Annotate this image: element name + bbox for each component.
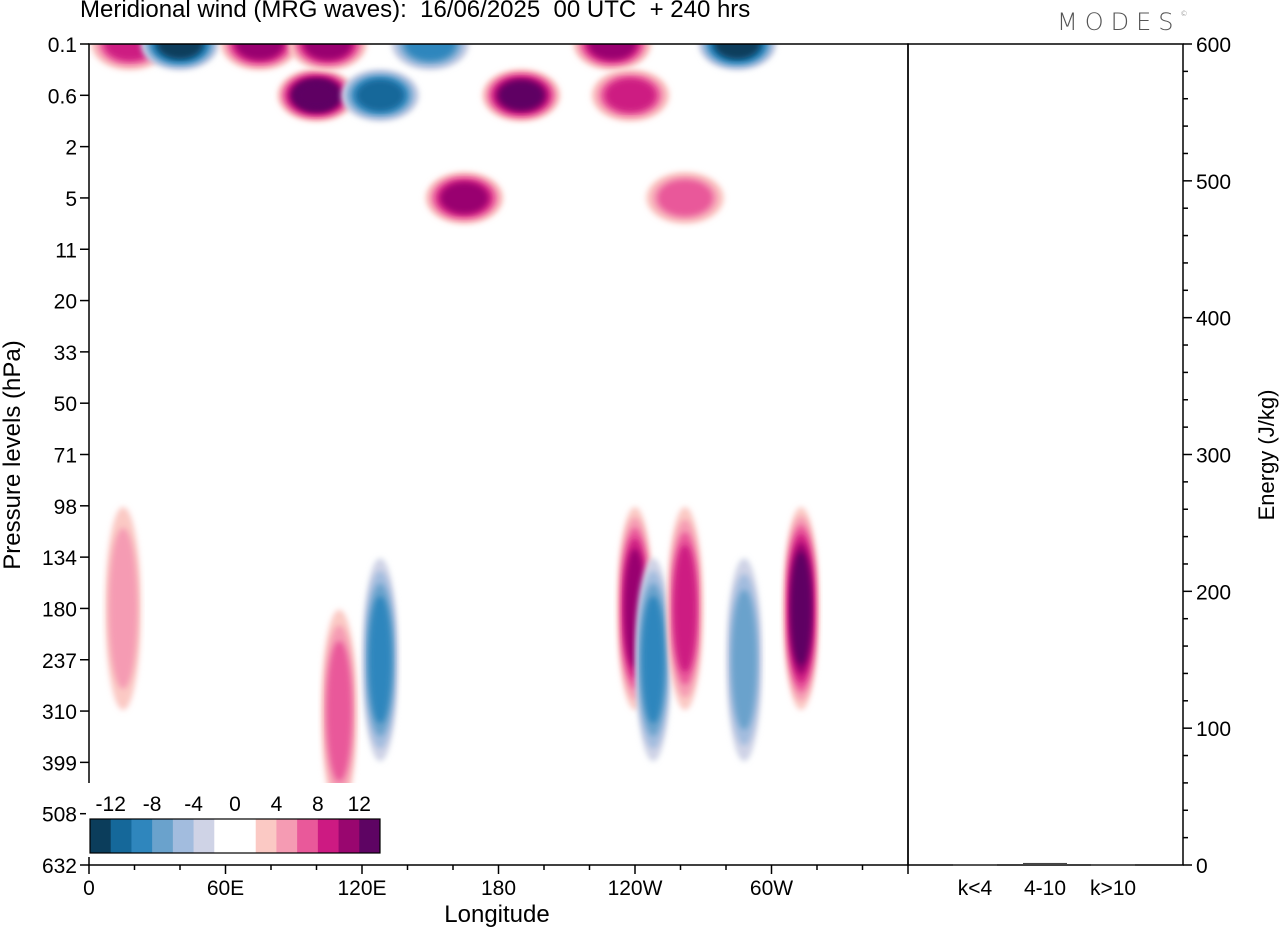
x-tick-label: 180 bbox=[481, 877, 516, 900]
colorbar-swatch bbox=[110, 819, 132, 853]
colorbar-swatch bbox=[131, 819, 153, 853]
negative-wind-contour bbox=[356, 80, 404, 111]
energy-category-label: k<4 bbox=[958, 877, 993, 900]
energy-bar bbox=[1023, 862, 1067, 865]
colorbar-swatch bbox=[317, 819, 339, 853]
energy-tick-label: 600 bbox=[1196, 34, 1231, 57]
colorbar-label: 12 bbox=[348, 793, 371, 816]
positive-wind-contour bbox=[790, 551, 812, 665]
energy-tick-label: 300 bbox=[1196, 445, 1231, 468]
colorbar-swatch bbox=[297, 819, 319, 853]
positive-wind-contour bbox=[304, 44, 352, 60]
colorbar-swatch bbox=[359, 819, 381, 853]
colorbar-swatch bbox=[235, 819, 257, 853]
y-axis-label: Pressure levels (hPa) bbox=[0, 340, 26, 569]
colorbar-swatch bbox=[152, 819, 174, 853]
negative-wind-contour bbox=[715, 44, 760, 59]
positive-wind-contour bbox=[326, 641, 352, 782]
energy-tick-label: 200 bbox=[1196, 581, 1231, 604]
energy-tick-label: 100 bbox=[1196, 718, 1231, 741]
energy-tick-label: 0 bbox=[1196, 855, 1208, 878]
colorbar-label: -8 bbox=[143, 793, 162, 816]
y-tick-label: 0.6 bbox=[48, 85, 77, 108]
colorbar-label: 8 bbox=[312, 793, 324, 816]
colorbar-label: -4 bbox=[184, 793, 203, 816]
y-tick-label: 632 bbox=[42, 855, 77, 878]
x-tick-label: 60W bbox=[750, 877, 793, 900]
positive-wind-contour bbox=[440, 182, 488, 214]
y-tick-label: 237 bbox=[42, 650, 77, 673]
y-tick-label: 180 bbox=[42, 598, 77, 621]
positive-wind-contour bbox=[673, 544, 697, 673]
positive-wind-contour bbox=[657, 179, 713, 216]
y-tick-label: 5 bbox=[65, 188, 77, 211]
colorbar-label: 0 bbox=[229, 793, 241, 816]
negative-wind-contour bbox=[731, 589, 757, 730]
positive-wind-contour bbox=[108, 527, 138, 689]
colorbar-label: 4 bbox=[271, 793, 283, 816]
heatmap-frame bbox=[88, 43, 909, 866]
x-tick-label: 60E bbox=[207, 877, 244, 900]
logo-text: MODES bbox=[1057, 8, 1181, 36]
x-tick-label: 120W bbox=[608, 877, 663, 900]
axes: 0.1 0.6 2 5 11 20 33 50 71 98 134 180 237 310 399 508 63… bbox=[42, 34, 1231, 900]
energy-tick-label: 400 bbox=[1196, 308, 1231, 331]
colorbar-swatch bbox=[255, 819, 277, 853]
negative-wind-contour bbox=[157, 44, 203, 59]
colorbar: -12 -8 -4 0 4 8 12 bbox=[86, 783, 384, 857]
y-tick-label: 2 bbox=[65, 137, 77, 160]
positive-wind-contour bbox=[605, 78, 656, 112]
colorbar-label: -12 bbox=[96, 793, 126, 816]
y-tick-label: 20 bbox=[54, 291, 77, 314]
y-tick-label: 98 bbox=[54, 496, 77, 519]
y-tick-label: 310 bbox=[42, 701, 77, 724]
y-tick-label: 33 bbox=[54, 342, 77, 365]
colorbar-frame bbox=[89, 818, 381, 854]
negative-wind-contour bbox=[641, 596, 665, 724]
positive-wind-contour bbox=[236, 44, 284, 60]
y-tick-label: 508 bbox=[42, 804, 77, 827]
colorbar-swatch bbox=[214, 819, 236, 853]
energy-panel-frame bbox=[907, 43, 1184, 866]
energy-category-label: 4-10 bbox=[1024, 877, 1066, 900]
energy-category-label: k>10 bbox=[1090, 877, 1136, 900]
chart-title: Meridional wind (MRG waves): 16/06/2025 … bbox=[80, 0, 751, 23]
y-tick-label: 50 bbox=[54, 393, 77, 416]
x-tick-label: 0 bbox=[83, 877, 95, 900]
energy-axis-label: Energy (J/kg) bbox=[1254, 390, 1279, 521]
energy-bars: k<4 4-10 k>10 bbox=[953, 862, 1136, 900]
negative-wind-contour bbox=[405, 44, 456, 61]
colorbar-swatch bbox=[172, 819, 194, 853]
y-tick-label: 71 bbox=[54, 445, 77, 468]
x-tick-label: 120E bbox=[337, 877, 386, 900]
modes-logo: MODES© bbox=[1057, 8, 1187, 36]
negative-wind-contour bbox=[368, 596, 392, 724]
positive-wind-contour bbox=[498, 80, 544, 110]
heatmap-area bbox=[90, 44, 820, 813]
y-tick-label: 0.1 bbox=[48, 34, 77, 57]
colorbar-swatch bbox=[193, 819, 215, 853]
colorbar-swatch bbox=[90, 819, 112, 853]
colorbar-swatch bbox=[276, 819, 298, 853]
positive-wind-contour bbox=[588, 44, 636, 60]
energy-tick-label: 500 bbox=[1196, 171, 1231, 194]
y-tick-label: 11 bbox=[55, 239, 77, 262]
colorbar-swatch bbox=[338, 819, 360, 853]
positive-wind-contour bbox=[295, 81, 338, 110]
logo-mark: © bbox=[1180, 10, 1188, 18]
y-tick-label: 134 bbox=[42, 547, 77, 570]
x-axis-label: Longitude bbox=[444, 901, 549, 928]
energy-bar bbox=[953, 864, 997, 866]
energy-bar bbox=[1091, 864, 1135, 866]
y-tick-label: 399 bbox=[42, 752, 77, 775]
